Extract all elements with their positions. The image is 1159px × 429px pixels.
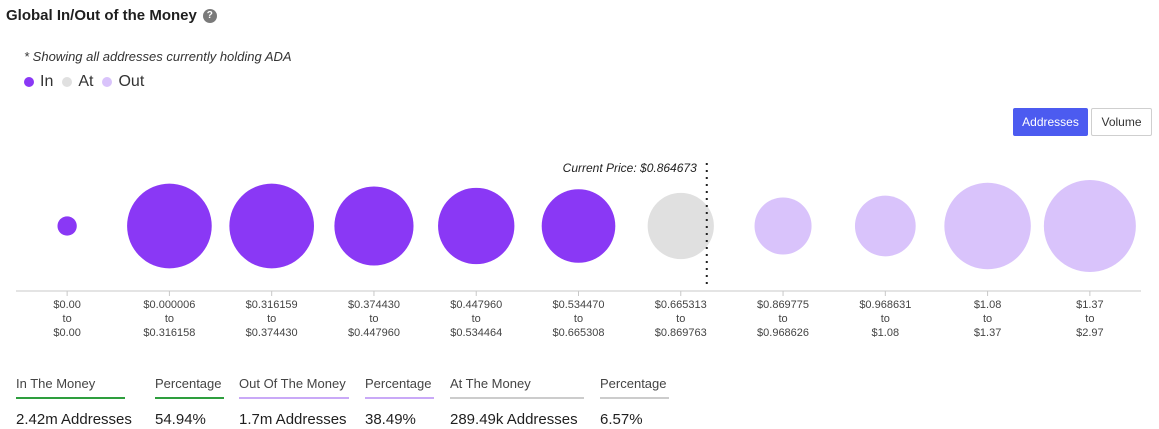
x-tick-label: $0.000006 [143, 299, 195, 311]
x-tick-label: $0.534470 [553, 299, 605, 311]
stats-summary: In The Money 2.42m Addresses Percentage … [0, 376, 1159, 429]
x-tick-label-to: to [881, 313, 890, 325]
stat-header-in-percentage: Percentage [155, 376, 224, 399]
x-tick-label: $0.534464 [450, 327, 502, 339]
x-tick-label-to: to [472, 313, 481, 325]
x-tick-label-to: to [983, 313, 992, 325]
chart-note: * Showing all addresses currently holdin… [24, 49, 292, 64]
bubble-in[interactable] [541, 189, 616, 263]
x-tick-label: $0.869775 [757, 299, 809, 311]
bubble-out[interactable] [1043, 180, 1136, 272]
x-tick-label: $0.00 [53, 299, 81, 311]
legend-item-at[interactable]: At [62, 73, 93, 91]
x-tick-label: $0.447960 [450, 299, 502, 311]
x-tick-label: $0.869763 [655, 327, 707, 339]
x-tick-label: $0.316159 [246, 299, 298, 311]
legend-label-in: In [40, 73, 54, 90]
addresses-toggle-button[interactable]: Addresses [1013, 108, 1088, 136]
x-tick-label-to: to [63, 313, 72, 325]
x-tick-label: $0.968626 [757, 327, 809, 339]
x-tick-label: $0.00 [53, 327, 81, 339]
stat-value-out-percentage: 38.49% [365, 411, 416, 428]
legend-dot-at-icon [62, 77, 73, 87]
stat-out-of-the-money: Out Of The Money 1.7m Addresses [239, 376, 349, 428]
x-tick-label: $2.97 [1076, 327, 1104, 339]
bubble-at[interactable] [647, 192, 714, 260]
chart-legend: In At Out [24, 73, 153, 91]
x-tick-label: $0.665313 [655, 299, 707, 311]
bubble-out[interactable] [754, 197, 812, 255]
legend-label-at: At [78, 73, 94, 90]
x-tick-label: $0.968631 [859, 299, 911, 311]
x-tick-label-to: to [369, 313, 378, 325]
bubble-out[interactable] [854, 195, 916, 257]
stat-in-the-money: In The Money 2.42m Addresses [16, 376, 132, 428]
x-tick-label: $0.374430 [348, 299, 400, 311]
stat-header-at-the-money: At The Money [450, 376, 584, 399]
stat-header-out-percentage: Percentage [365, 376, 434, 399]
current-price-label: Current Price: $0.864673 [563, 161, 697, 175]
volume-toggle-button[interactable]: Volume [1091, 108, 1152, 136]
stat-at-percentage: Percentage 6.57% [600, 376, 669, 428]
x-tick-label-to: to [778, 313, 787, 325]
bubble-chart: $0.00 to $0.00 $0.000006 to $0.316158 $0.31615… [16, 161, 1141, 339]
question-icon[interactable]: ? [202, 8, 217, 23]
x-tick-label: $0.316158 [143, 327, 195, 339]
legend-item-out[interactable]: Out [102, 73, 144, 91]
x-tick-label: $0.665308 [553, 327, 605, 339]
stat-value-at-percentage: 6.57% [600, 411, 643, 428]
x-tick-label-to: to [574, 313, 583, 325]
stat-header-out-of-the-money: Out Of The Money [239, 376, 349, 399]
legend-dot-out-icon [102, 77, 113, 87]
page-title-text: Global In/Out of the Money [6, 7, 197, 24]
bubble-in[interactable] [438, 187, 515, 265]
x-tick-label: $0.374430 [246, 327, 298, 339]
stat-value-in-the-money: 2.42m Addresses [16, 411, 132, 428]
stat-in-percentage: Percentage 54.94% [155, 376, 224, 428]
stat-header-in-the-money: In The Money [16, 376, 125, 399]
stat-header-at-percentage: Percentage [600, 376, 669, 399]
bubble-in[interactable] [57, 216, 77, 236]
x-tick-label: $1.37 [1076, 299, 1104, 311]
page-title: Global In/Out of the Money ? [6, 7, 217, 24]
bubble-in[interactable] [334, 186, 414, 266]
legend-dot-in-icon [24, 77, 34, 87]
bubble-out[interactable] [944, 182, 1031, 270]
x-tick-label: $0.447960 [348, 327, 400, 339]
legend-item-in[interactable]: In [24, 73, 53, 91]
x-tick-label-to: to [165, 313, 174, 325]
stat-at-the-money: At The Money 289.49k Addresses [450, 376, 584, 428]
x-tick-label: $1.08 [974, 299, 1002, 311]
bubble-in[interactable] [127, 183, 212, 269]
stat-value-in-percentage: 54.94% [155, 411, 206, 428]
x-tick-label-to: to [267, 313, 276, 325]
bubble-in[interactable] [229, 183, 315, 269]
x-tick-label: $1.37 [974, 327, 1002, 339]
x-tick-label: $1.08 [872, 327, 900, 339]
legend-label-out: Out [118, 73, 145, 90]
stat-value-at-the-money: 289.49k Addresses [450, 411, 578, 428]
x-tick-label-to: to [1085, 313, 1094, 325]
stat-value-out-of-the-money: 1.7m Addresses [239, 411, 347, 428]
stat-out-percentage: Percentage 38.49% [365, 376, 434, 428]
x-tick-label-to: to [676, 313, 685, 325]
